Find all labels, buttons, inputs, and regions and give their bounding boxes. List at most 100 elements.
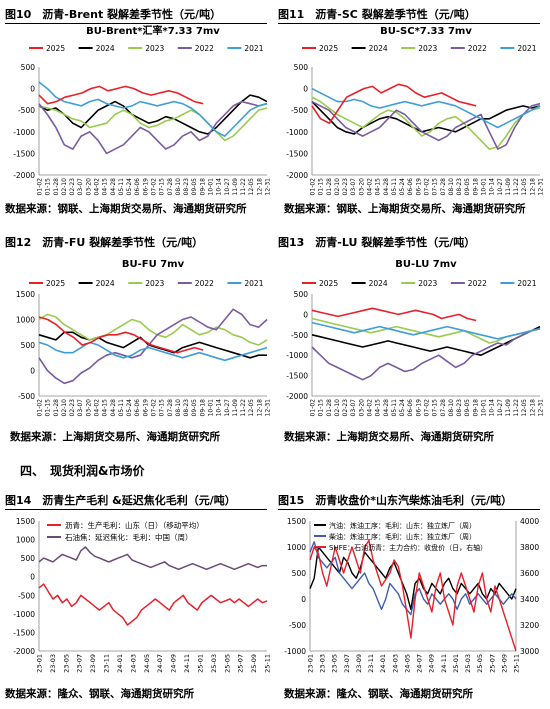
panel-fig12: 图12 沥青-FU 裂解差季节性（元/吨） BU-FU 7mv 2025 2024 2… xyxy=(5,232,273,442)
series-line-diesel-margin xyxy=(309,541,517,616)
x-tick-label: 11-22 xyxy=(513,178,520,196)
y-tick-label: 500 xyxy=(292,569,307,578)
source-note-fig10: 数据来源：钢联、上海期货交易所、海通期货研究所 xyxy=(5,203,247,215)
x-tick-label: 24-01 xyxy=(379,654,387,673)
series-line-2025 xyxy=(311,83,477,124)
x-tick-label: 23-09 xyxy=(89,654,97,673)
series-line-2021 xyxy=(38,81,268,137)
x-tick-label: 12-05 xyxy=(248,178,255,196)
x-tick-label: 12-05 xyxy=(248,399,255,417)
series-line-2023 xyxy=(38,313,268,346)
title-rule xyxy=(5,23,267,24)
y-tick-label: 0 xyxy=(30,85,35,94)
x-tick-label: 09-05 xyxy=(191,178,198,196)
x-tick-label: 07-15 xyxy=(432,399,439,417)
x-tick-label: 07-02 xyxy=(151,399,158,417)
x-tick-label: 07-02 xyxy=(151,178,158,196)
x-tick-label: 02-10 xyxy=(334,178,341,196)
x-tick-label: 01-02 xyxy=(37,399,44,417)
x-tick-label: 10-01 xyxy=(481,178,488,196)
x-tick-label: 03-20 xyxy=(358,178,365,196)
x-tick-label: 05-11 xyxy=(118,399,125,417)
x-tick-label: 07-02 xyxy=(424,399,431,417)
x-tick-label: 24-11 xyxy=(183,654,191,673)
y-tick-label: -500 xyxy=(18,591,35,600)
x-tick-label: 04-28 xyxy=(383,399,390,417)
x-tick-label: 02-10 xyxy=(61,399,68,417)
x-tick-label: 10-01 xyxy=(208,178,215,196)
y-tick-label: 0 xyxy=(301,595,306,604)
y-tick-label: 1500 xyxy=(287,517,306,526)
x-tick-label: 01-02 xyxy=(310,178,317,196)
x-tick-label: 04-02 xyxy=(94,178,101,196)
x-tick-label: 24-07 xyxy=(416,654,424,673)
x-tick-label: 25-03 xyxy=(464,654,472,673)
y2-tick-label: 3200 xyxy=(520,621,539,630)
legend-label: 2025 xyxy=(46,279,65,288)
x-tick-label: 01-15 xyxy=(318,399,325,417)
x-tick-label: 03-07 xyxy=(77,399,84,417)
legend-label: 2025 xyxy=(319,44,338,53)
x-tick-label: 23-09 xyxy=(355,654,363,673)
x-tick-label: 24-09 xyxy=(428,654,436,673)
x-tick-label: 23-11 xyxy=(367,654,375,673)
x-tick-label: 03-20 xyxy=(358,399,365,417)
x-tick-label: 07-28 xyxy=(440,178,447,196)
series-line-2024 xyxy=(311,101,541,135)
y-tick-label: -1000 xyxy=(286,128,308,137)
x-tick-label: 24-03 xyxy=(129,654,137,673)
x-tick-label: 24-05 xyxy=(403,654,411,673)
title-rule xyxy=(5,509,267,510)
x-tick-label: 06-06 xyxy=(407,399,414,417)
series-line-2022 xyxy=(38,100,268,155)
series-line-2025 xyxy=(311,307,477,322)
legend-label: 2022 xyxy=(195,44,214,53)
x-tick-label: 24-05 xyxy=(143,654,151,673)
y-tick-label: -500 xyxy=(18,106,35,115)
panel-fig15: 图15 沥青收盘价*山东汽柴炼油毛利（元/吨） -1000 -500 0 500 100… xyxy=(278,492,546,682)
x-tick-label: 09-05 xyxy=(464,399,471,417)
series-line-asphalt-margin xyxy=(38,583,268,626)
y-tick-label: 0 xyxy=(303,85,308,94)
y-tick-label: 1500 xyxy=(16,290,35,299)
y-tick-label: 1000 xyxy=(16,536,35,545)
legend-label: 2024 xyxy=(96,279,115,288)
x-tick-label: 12-18 xyxy=(529,399,536,417)
x-tick-label: 04-02 xyxy=(367,178,374,196)
x-tick-label: 04-15 xyxy=(102,178,109,196)
y-tick-label: -1500 xyxy=(286,372,308,381)
x-tick-label: 03-07 xyxy=(350,399,357,417)
series-line-2021 xyxy=(38,341,268,362)
x-tick-label: 06-06 xyxy=(407,178,414,196)
x-tick-label: 01-02 xyxy=(310,399,317,417)
series-line-asphalt-close-price xyxy=(309,539,517,652)
x-tick-label: 05-24 xyxy=(399,178,406,196)
x-tick-label: 10-27 xyxy=(224,399,231,417)
title-rule xyxy=(278,23,540,24)
series-line-gasoline-margin xyxy=(309,546,517,611)
x-tick-label: 09-05 xyxy=(191,399,198,417)
source-note-fig13: 数据来源：上海期货交易所、海通期货研究所 xyxy=(284,431,494,443)
x-tick-label: 07-02 xyxy=(424,178,431,196)
y-tick-label: 1000 xyxy=(287,543,306,552)
series-line-2022 xyxy=(311,100,541,150)
y-tick-label: 0 xyxy=(30,573,35,582)
x-tick-label: 24-11 xyxy=(440,654,448,673)
x-tick-label: 25-11 xyxy=(264,654,272,673)
x-tick-label: 10-27 xyxy=(497,399,504,417)
x-tick-label: 07-15 xyxy=(159,399,166,417)
y-tick-label: -500 xyxy=(18,392,35,401)
series-line-2023 xyxy=(38,105,268,142)
y-tick-label: 0 xyxy=(30,367,35,376)
legend-label: 柴油：炼油工序：毛利：山东：独立炼厂（周） xyxy=(329,532,476,541)
x-tick-label: 25-03 xyxy=(210,654,218,673)
x-tick-label: 12-31 xyxy=(538,178,545,196)
legend-label: 2023 xyxy=(418,279,437,288)
y-tick-label: -1000 xyxy=(286,351,308,360)
legend-label: 2023 xyxy=(418,44,437,53)
x-tick-label: 01-15 xyxy=(45,399,52,417)
panel-fig10: 图10 沥青-Brent 裂解差季节性（元/吨） BU-Brent*汇率*7.3… xyxy=(5,6,273,221)
series-line-2025 xyxy=(38,85,204,105)
x-tick-label: 03-20 xyxy=(85,399,92,417)
x-tick-label: 04-02 xyxy=(94,399,101,417)
